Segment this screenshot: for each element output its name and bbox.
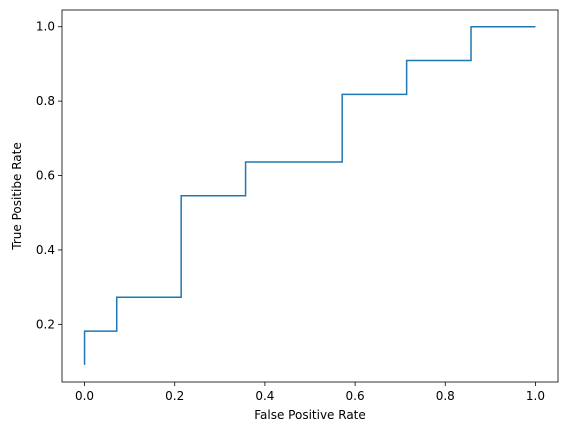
x-axis-ticks: 0.0 0.2 0.4 0.6 0.8 1.0	[75, 382, 545, 403]
x-tick-label: 0.6	[346, 389, 365, 403]
plot-area	[62, 10, 558, 382]
roc-curve-line	[83, 25, 536, 365]
x-tick-label: 0.8	[436, 389, 455, 403]
y-tick-label: 0.2	[36, 317, 55, 331]
x-tick-label: 0.4	[255, 389, 274, 403]
x-axis-label: False Positive Rate	[254, 408, 366, 422]
x-tick-label: 0.2	[165, 389, 184, 403]
y-tick-label: 0.4	[36, 243, 55, 257]
y-axis-label: True Positibe Rate	[10, 142, 24, 250]
y-tick-label: 0.6	[36, 169, 55, 183]
plot-frame	[61, 9, 559, 383]
series-layer	[83, 25, 536, 365]
x-tick-label: 0.0	[75, 389, 94, 403]
y-axis-ticks: 0.2 0.4 0.6 0.8 1.0	[36, 20, 62, 331]
x-tick-label: 1.0	[526, 389, 545, 403]
y-tick-label: 1.0	[36, 20, 55, 34]
y-tick-label: 0.8	[36, 94, 55, 108]
